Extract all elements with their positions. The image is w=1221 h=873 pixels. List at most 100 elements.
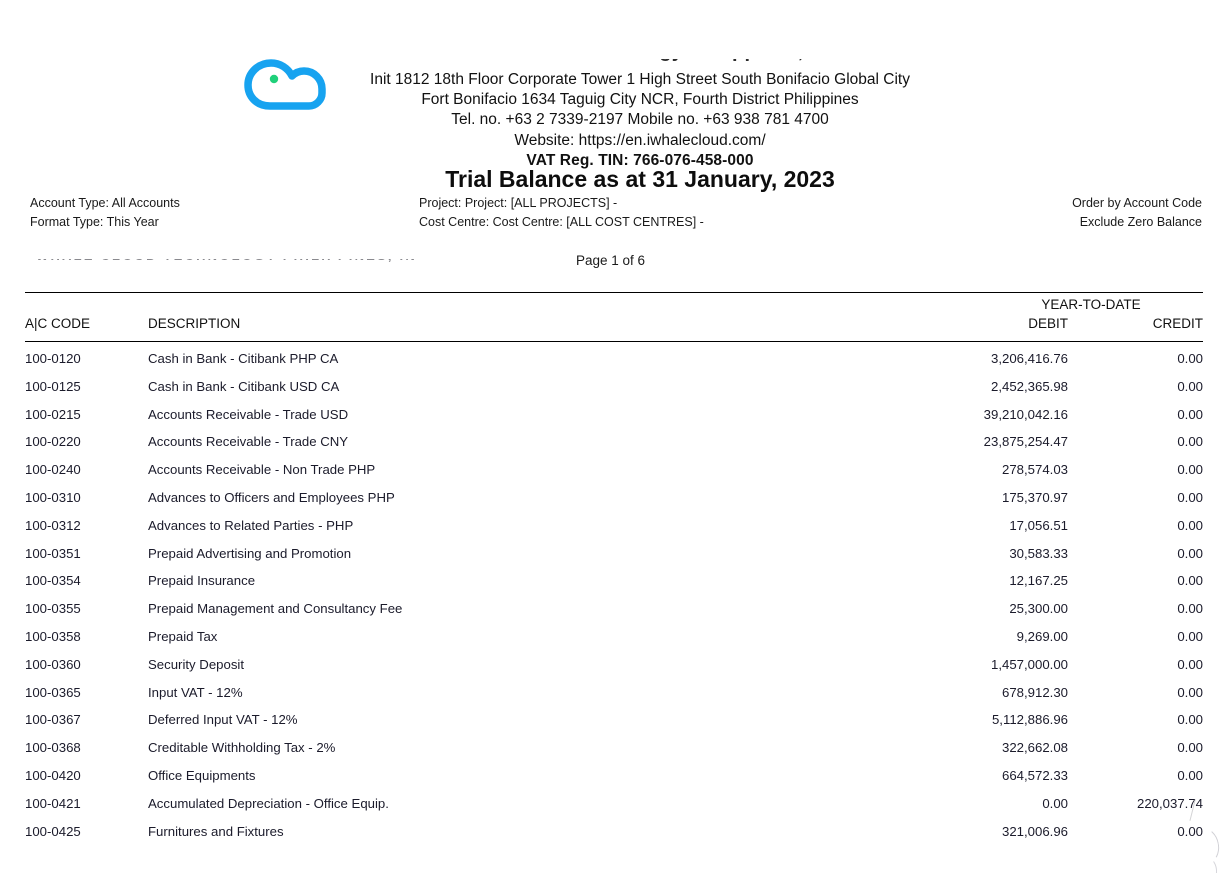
cell-debit: 0.00 — [1042, 795, 1068, 811]
table-header-rule — [25, 341, 1203, 342]
cell-ac-code: 100-0367 — [25, 712, 81, 728]
table-row: 100-0125 Cash in Bank - Citibank USD CA 2,… — [25, 377, 1203, 405]
scan-artifact-arc-2 — [1189, 854, 1219, 873]
cell-credit: 220,037.74 — [1136, 795, 1203, 811]
cell-description: Deferred Input VAT - 12% — [148, 712, 298, 728]
cell-description: Prepaid Management and Consultancy Fee — [148, 601, 403, 617]
cell-debit: 25,300.00 — [1009, 601, 1068, 617]
account-type-filter: Account Type: All Accounts — [30, 196, 180, 210]
cell-description: Creditable Withholding Tax - 2% — [148, 740, 336, 756]
company-name: iWhale Cloud Technology Philippines, Inc… — [435, 40, 845, 62]
table-row: 100-0355 Prepaid Management and Consultan… — [25, 599, 1203, 627]
filter-meta-center: Project: Project: [ALL PROJECTS] - Cost … — [419, 194, 704, 231]
cell-description: Accounts Receivable - Trade CNY — [148, 434, 349, 450]
cell-ac-code: 100-0312 — [25, 517, 81, 533]
cell-debit: 678,912.30 — [1001, 684, 1068, 700]
cell-description: Furnitures and Fixtures — [148, 823, 284, 839]
table-row: 100-0368 Creditable Withholding Tax - 2% 3… — [25, 738, 1203, 766]
cell-ac-code: 100-0310 — [25, 489, 81, 505]
column-header-ac-code: A|C CODE — [25, 316, 91, 331]
table-row: 100-0421 Accumulated Depreciation - Offic… — [25, 794, 1203, 822]
cell-credit: 0.00 — [1177, 517, 1203, 533]
cell-ac-code: 100-0125 — [25, 378, 81, 394]
format-type-filter: Format Type: This Year — [30, 214, 159, 229]
cell-ac-code: 100-0368 — [25, 740, 81, 756]
cell-debit: 17,056.51 — [1009, 517, 1068, 533]
cell-ac-code: 100-0240 — [25, 462, 81, 478]
cell-ac-code: 100-0354 — [25, 573, 81, 589]
cell-description: Prepaid Insurance — [148, 573, 256, 589]
cell-credit: 0.00 — [1177, 601, 1203, 617]
letterhead: iWhale Cloud Technology Philippines, Inc… — [0, 0, 1221, 192]
column-header-debit: DEBIT — [1028, 316, 1068, 331]
cell-credit: 0.00 — [1177, 378, 1203, 394]
table-row: 100-0240 Accounts Receivable - Non Trade … — [25, 460, 1203, 488]
project-filter: Project: Project: [ALL PROJECTS] - — [419, 196, 618, 210]
report-title: Trial Balance as at 31 January, 2023 — [445, 166, 835, 192]
table-row: 100-0215 Accounts Receivable - Trade USD 3… — [25, 405, 1203, 433]
website-line: Website: https://en.iwhalecloud.com/ — [514, 131, 766, 149]
filter-meta-right: Order by Account Code Exclude Zero Balan… — [1072, 194, 1202, 231]
cell-credit: 0.00 — [1177, 712, 1203, 728]
page-indicator: Page 1 of 6 — [575, 253, 646, 268]
column-header-description: DESCRIPTION — [148, 316, 241, 331]
address-line-1: Init 1812 18th Floor Corporate Tower 1 H… — [370, 71, 910, 88]
order-by-option: Order by Account Code — [1072, 196, 1202, 210]
table-row: 100-0360 Security Deposit 1,457,000.00 0.00 — [25, 655, 1203, 683]
cell-debit: 9,269.00 — [1016, 628, 1068, 644]
cell-description: Security Deposit — [148, 656, 245, 672]
cell-debit: 321,006.96 — [1001, 823, 1068, 839]
table-column-header-row: A|C CODE DESCRIPTION DEBIT CREDIT — [25, 315, 1203, 341]
address-line-2: Fort Bonifacio 1634 Taguig City NCR, Fou… — [421, 91, 859, 109]
cell-description: Cash in Bank - Citibank USD CA — [148, 378, 340, 394]
cell-credit: 0.00 — [1177, 406, 1203, 422]
cell-ac-code: 100-0421 — [25, 795, 81, 811]
cell-ac-code: 100-0425 — [25, 823, 81, 839]
cell-description: Accounts Receivable - Non Trade PHP — [148, 462, 376, 478]
cell-debit: 2,452,365.98 — [990, 378, 1068, 394]
trial-balance-table: YEAR-TO-DATE A|C CODE DESCRIPTION DEBIT … — [25, 292, 1203, 849]
table-row: 100-0425 Furnitures and Fixtures 321,006.9… — [25, 822, 1203, 850]
cell-debit: 3,206,416.76 — [990, 351, 1068, 366]
cell-debit: 12,167.25 — [1009, 573, 1068, 589]
table-body: 100-0120 Cash in Bank - Citibank PHP CA 3,… — [25, 342, 1203, 849]
table-row: 100-0312 Advances to Related Parties - PH… — [25, 516, 1203, 544]
company-address-block: Init 1812 18th Floor Corporate Tower 1 H… — [330, 70, 950, 171]
cell-credit: 0.00 — [1177, 767, 1203, 783]
cell-debit: 322,662.08 — [1001, 740, 1068, 756]
cell-ac-code: 100-0220 — [25, 434, 81, 450]
cell-description: Accounts Receivable - Trade USD — [148, 406, 349, 422]
cell-ac-code: 100-0420 — [25, 767, 81, 783]
cell-credit: 0.00 — [1177, 573, 1203, 589]
year-to-date-group-header: YEAR-TO-DATE — [1041, 297, 1141, 312]
table-row: 100-0367 Deferred Input VAT - 12% 5,112,88… — [25, 710, 1203, 738]
table-row: 100-0358 Prepaid Tax 9,269.00 0.00 — [25, 627, 1203, 655]
cell-ac-code: 100-0215 — [25, 406, 81, 422]
cell-credit: 0.00 — [1177, 628, 1203, 644]
cell-credit: 0.00 — [1177, 434, 1203, 450]
table-top-rule — [25, 292, 1203, 293]
table-row: 100-0354 Prepaid Insurance 12,167.25 0.00 — [25, 571, 1203, 599]
cell-description: Cash in Bank - Citibank PHP CA — [148, 351, 339, 366]
cell-credit: 0.00 — [1177, 489, 1203, 505]
cell-credit: 0.00 — [1177, 740, 1203, 756]
cell-description: Accumulated Depreciation - Office Equip. — [148, 795, 389, 811]
cost-centre-filter: Cost Centre: Cost Centre: [ALL COST CENT… — [419, 214, 704, 229]
cell-ac-code: 100-0360 — [25, 656, 81, 672]
cell-description: Prepaid Tax — [148, 628, 218, 644]
cell-ac-code: 100-0351 — [25, 545, 81, 561]
cell-ac-code: 100-0365 — [25, 684, 81, 700]
cell-credit: 0.00 — [1177, 545, 1203, 561]
telephone-line: Tel. no. +63 2 7339-2197 Mobile no. +63 … — [451, 111, 829, 129]
cell-credit: 0.00 — [1177, 823, 1203, 839]
cell-ac-code: 100-0358 — [25, 628, 81, 644]
cell-description: Input VAT - 12% — [148, 684, 243, 700]
cell-credit: 0.00 — [1177, 684, 1203, 700]
cell-ac-code: 100-0120 — [25, 351, 81, 366]
table-row: 100-0220 Accounts Receivable - Trade CNY 2… — [25, 432, 1203, 460]
cell-description: Prepaid Advertising and Promotion — [148, 545, 352, 561]
table-row: 100-0351 Prepaid Advertising and Promotio… — [25, 544, 1203, 572]
cell-debit: 278,574.03 — [1001, 462, 1068, 478]
cell-description: Office Equipments — [148, 767, 256, 783]
